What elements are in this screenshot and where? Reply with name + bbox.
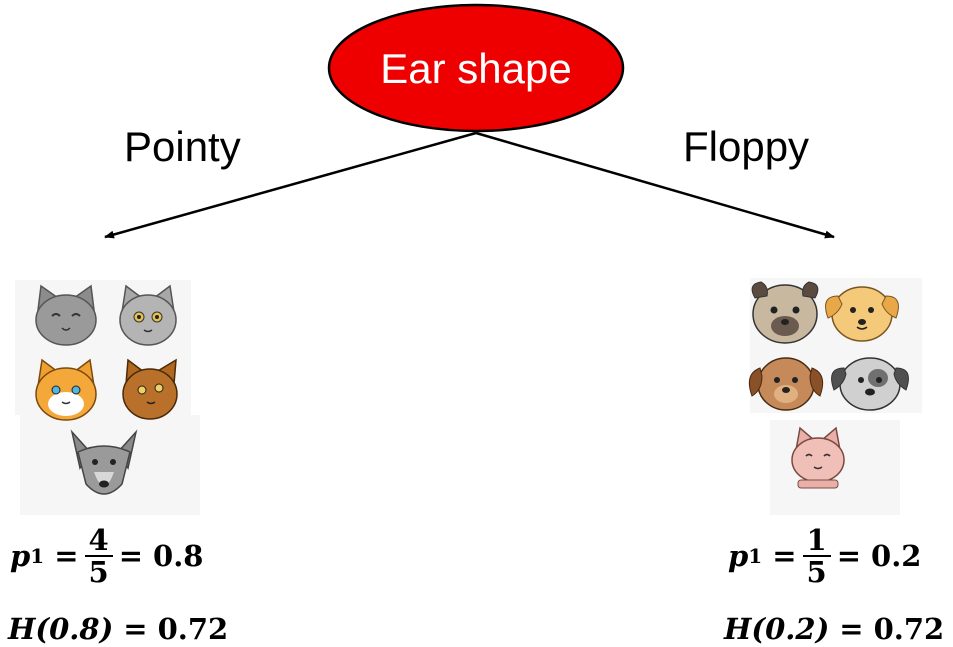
edge-floppy [475, 131, 835, 239]
p1-subscript: 1 [30, 544, 45, 569]
branch-label-floppy: Floppy [683, 123, 810, 170]
root-node: Ear shape [327, 3, 625, 133]
cat-icon [119, 284, 177, 346]
p1-symbol: p [728, 539, 749, 574]
left-animal-group [15, 280, 200, 515]
entropy-expression: H(0.8) [8, 612, 114, 646]
left-entropy-formula: H(0.8) = 0.72 [8, 612, 229, 646]
dog-icon [831, 357, 909, 411]
p1-value: 0.2 [871, 539, 922, 574]
p1-fraction: 4 5 [84, 525, 113, 590]
p1-fraction: 1 5 [802, 525, 831, 590]
cat-icon [35, 284, 97, 346]
p1-fraction-numerator: 1 [802, 525, 831, 558]
p1-subscript: 1 [748, 544, 763, 569]
entropy-value: 0.72 [873, 612, 945, 646]
cat-icon [791, 426, 845, 489]
p1-fraction-denominator: 5 [88, 555, 109, 590]
dog-icon [751, 281, 819, 344]
dog-icon [70, 429, 138, 495]
dog-icon [825, 286, 899, 342]
cat-icon [122, 358, 178, 420]
branch-label-pointy: Pointy [124, 123, 241, 170]
p1-fraction-numerator: 4 [84, 525, 113, 558]
cat-icon [35, 358, 97, 421]
root-node-ellipse [327, 3, 625, 133]
edge-pointy [104, 131, 477, 239]
entropy-value: 0.72 [157, 612, 229, 646]
p1-fraction-denominator: 5 [806, 555, 827, 590]
p1-value: 0.8 [153, 539, 204, 574]
root-node-label: Ear shape [380, 45, 571, 92]
dog-icon [748, 357, 824, 411]
right-animal-group [748, 278, 922, 515]
right-entropy-formula: H(0.2) = 0.72 [724, 612, 945, 646]
p1-symbol: p [10, 539, 31, 574]
entropy-expression: H(0.2) [724, 612, 830, 646]
